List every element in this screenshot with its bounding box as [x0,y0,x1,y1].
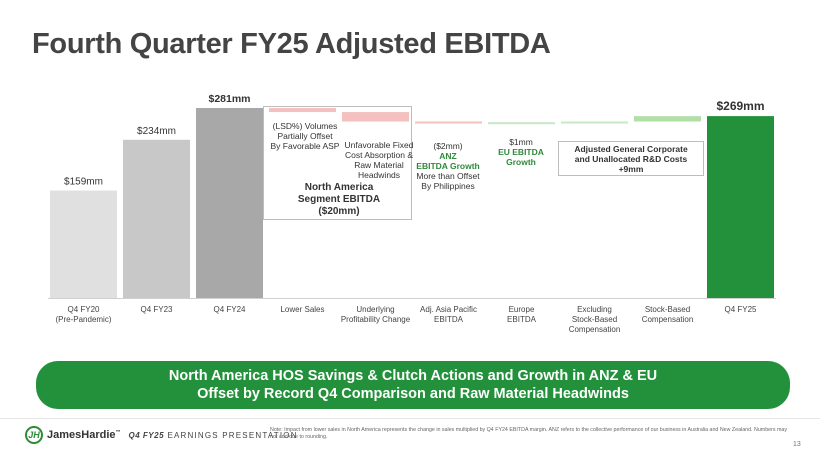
bar-2 [123,139,190,298]
bar-6 [415,121,482,124]
bar-5 [342,112,409,122]
category-label-1: (Pre-Pandemic) [55,315,111,324]
bar-10 [707,116,774,298]
category-label-5: Underlying [356,305,394,314]
north-america-segment-label: North America Segment EBITDA ($20mm) [297,182,381,217]
bar-4 [269,108,336,113]
banner-line-2: Offset by Record Q4 Comparison and Raw M… [197,386,629,402]
bar-value-label-3: $281mm [208,93,250,105]
category-label-9: Stock-Based [645,305,690,314]
underlying-annotation: Unfavorable Fixed Cost Absorption & Raw … [344,140,414,180]
apac-value: ($2mm) [433,141,463,151]
presentation-subtitle: EARNINGS PRESENTATION [167,430,298,440]
category-label-2: Q4 FY23 [140,305,173,314]
bar-1 [50,190,117,298]
category-label-7: Europe [509,305,535,314]
category-label-10: Q4 FY25 [724,305,757,314]
north-america-bracket [263,106,412,220]
category-label-8: Compensation [569,325,621,334]
trademark: ™ [115,429,121,436]
apac-offset-label: More than Offset By Philippines [416,171,480,191]
category-label-3: Q4 FY24 [213,305,246,314]
footnote: Note: Impact from lower sales in North A… [270,427,787,440]
summary-banner: North America HOS Savings & Clutch Actio… [36,361,790,409]
category-label-7: EBITDA [507,315,537,324]
footer-divider [0,418,820,419]
category-label-9: Compensation [642,315,694,324]
corporate-bracket [558,141,704,176]
category-label-6: EBITDA [434,315,464,324]
category-label-4: Lower Sales [280,305,324,314]
james-hardie-logo-icon: JH [25,426,43,444]
europe-value: $1mm [509,137,533,147]
category-label-5: Profitability Change [341,315,411,324]
page-title: Fourth Quarter FY25 Adjusted EBITDA [32,28,551,60]
page-number: 13 [793,441,801,448]
bar-3 [196,108,263,298]
bar-9 [634,116,701,122]
corporate-annotation: Adjusted General Corporate and Unallocat… [574,144,688,174]
category-label-8: Stock-Based [572,315,617,324]
apac-growth-label: ANZ EBITDA Growth [416,151,480,171]
apac-annotation: ($2mm) ANZ EBITDA Growth More than Offse… [412,141,484,191]
category-label-1: Q4 FY20 [67,305,100,314]
presentation-label: Q4 FY25 EARNINGS PRESENTATION [129,431,298,440]
bar-value-label-2: $234mm [137,126,176,137]
bar-7 [488,122,555,125]
lower-sales-annotation: (LSD%) Volumes Partially Offset By Favor… [270,121,340,151]
bar-value-label-10: $269mm [716,99,764,113]
bar-8 [561,121,628,124]
banner-line-1: North America HOS Savings & Clutch Actio… [168,368,658,384]
company-logo: JH JamesHardie™ Q4 FY25 EARNINGS PRESENT… [25,426,298,444]
presentation-period: Q4 FY25 [128,430,165,440]
brand-text: JamesHardie [47,429,116,441]
europe-growth-label: EU EBITDA Growth [498,147,544,167]
category-label-8: Excluding [577,305,612,314]
waterfall-chart: $159mm Q4 FY20(Pre-Pandemic) $234mm Q4 FY23… [48,93,776,334]
brand-name: JamesHardie™ [47,429,121,441]
europe-annotation: $1mm EU EBITDA Growth [488,137,554,167]
bar-value-label-1: $159mm [64,176,103,187]
category-label-6: Adj. Asia Pacific [420,305,477,314]
